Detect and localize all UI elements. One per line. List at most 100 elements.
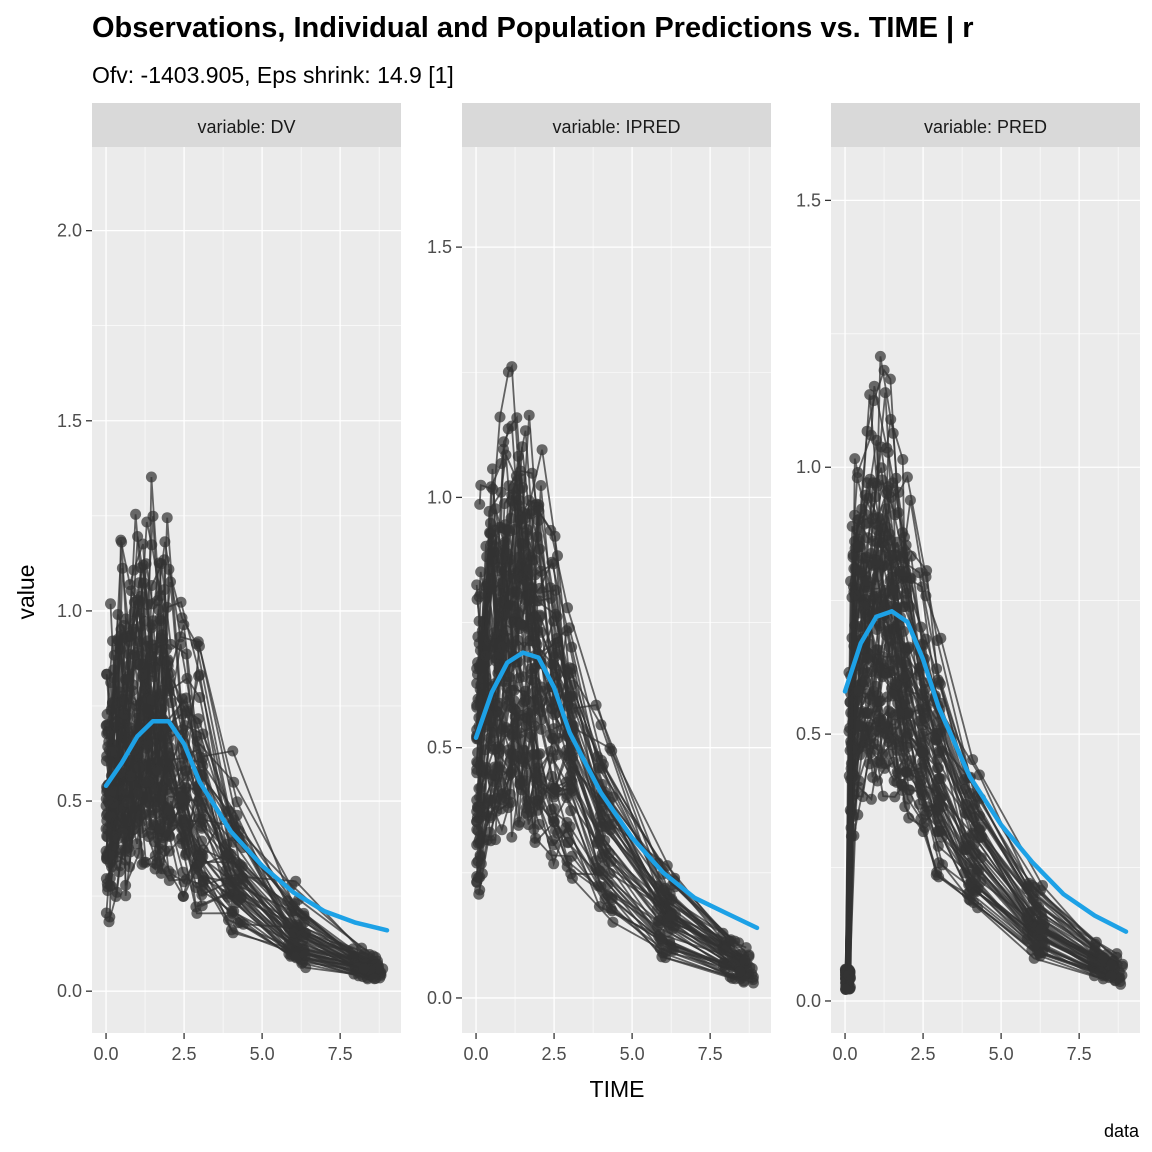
data-point [107, 785, 119, 797]
data-point [921, 565, 933, 577]
data-point [887, 477, 899, 489]
data-point [174, 631, 186, 643]
data-point [196, 835, 208, 847]
x-tick-label: 0.0 [833, 1044, 858, 1064]
data-point [486, 795, 498, 807]
data-point [166, 819, 178, 831]
data-point [864, 758, 876, 770]
data-point [971, 863, 983, 874]
data-point [565, 868, 577, 880]
data-point [137, 669, 148, 681]
data-point [514, 778, 526, 790]
data-point [104, 880, 116, 892]
data-point [885, 549, 897, 561]
data-point [495, 577, 507, 589]
data-point [531, 639, 543, 651]
data-point [884, 633, 896, 645]
data-point [358, 951, 370, 963]
data-point [898, 752, 910, 764]
data-point [897, 454, 909, 465]
facet-panels: variable: DV0.0 2.5 5.0 7.50.00.51.01.52.0v… [57, 103, 1140, 1064]
data-point [847, 551, 859, 563]
data-point [125, 722, 136, 734]
facet-panel: variable: IPRED 0.0 2.5 5.0 7.5 0.0 0.5 1.0 1.5 [427, 103, 771, 1064]
data-point [162, 747, 174, 759]
data-point [145, 471, 157, 483]
data-point [514, 816, 526, 828]
x-tick-label: 2.5 [542, 1044, 567, 1064]
data-point [498, 436, 510, 448]
facet-strip [831, 103, 1140, 147]
data-point [197, 728, 209, 740]
data-point [523, 409, 535, 421]
data-point [142, 635, 154, 647]
data-point [514, 618, 526, 630]
data-point [476, 868, 488, 880]
data-point [898, 671, 910, 683]
data-point [1097, 953, 1109, 965]
data-point [917, 746, 929, 758]
data-point [104, 849, 116, 861]
data-point [282, 917, 294, 929]
data-point [145, 652, 156, 664]
data-point [869, 557, 881, 569]
data-point [889, 791, 901, 803]
data-point [881, 727, 892, 739]
data-point [967, 829, 979, 841]
data-point [534, 774, 546, 786]
data-point [180, 765, 192, 777]
data-point [729, 935, 741, 947]
x-tick-label: 7.5 [1067, 1044, 1092, 1064]
data-point [916, 581, 928, 593]
data-point [475, 479, 487, 491]
data-point [739, 954, 751, 966]
data-point [154, 838, 166, 850]
data-point [368, 973, 380, 985]
data-point [546, 658, 558, 670]
data-point [518, 579, 530, 591]
data-point [145, 828, 157, 840]
data-point [488, 627, 500, 639]
data-point [128, 564, 140, 576]
data-point [1035, 923, 1047, 935]
data-point [115, 623, 127, 635]
smooth-line [473, 650, 760, 931]
data-point [734, 966, 746, 978]
data-point [1105, 970, 1117, 982]
data-point [548, 723, 560, 735]
data-point [162, 656, 174, 667]
data-point [126, 685, 138, 697]
data-point [566, 850, 578, 862]
data-point [102, 727, 114, 739]
y-tick-label: 1.5 [427, 237, 452, 257]
data-point [933, 871, 945, 883]
data-point [661, 946, 672, 957]
data-point [163, 773, 175, 785]
facet-strip [92, 103, 401, 147]
profile-line [846, 560, 1111, 988]
data-point [933, 825, 945, 837]
data-point [594, 829, 606, 841]
profile-line [478, 483, 750, 958]
data-point [874, 350, 886, 362]
data-point [549, 530, 561, 542]
data-point [475, 588, 487, 600]
data-point [932, 716, 944, 728]
data-point [877, 671, 889, 683]
data-point [486, 573, 498, 585]
data-point [471, 806, 483, 817]
data-point [852, 514, 864, 526]
data-point [871, 695, 883, 707]
data-point [885, 413, 897, 425]
data-point [861, 425, 873, 437]
data-point [485, 740, 497, 752]
data-point [930, 806, 942, 818]
data-point [138, 856, 150, 868]
data-point [1029, 939, 1041, 951]
facet-strip-label: variable: IPRED [552, 117, 680, 137]
x-tick-label: 2.5 [911, 1044, 936, 1064]
data-point [655, 933, 667, 945]
data-point [190, 868, 202, 880]
data-point [903, 784, 915, 796]
profile-line [475, 508, 736, 942]
